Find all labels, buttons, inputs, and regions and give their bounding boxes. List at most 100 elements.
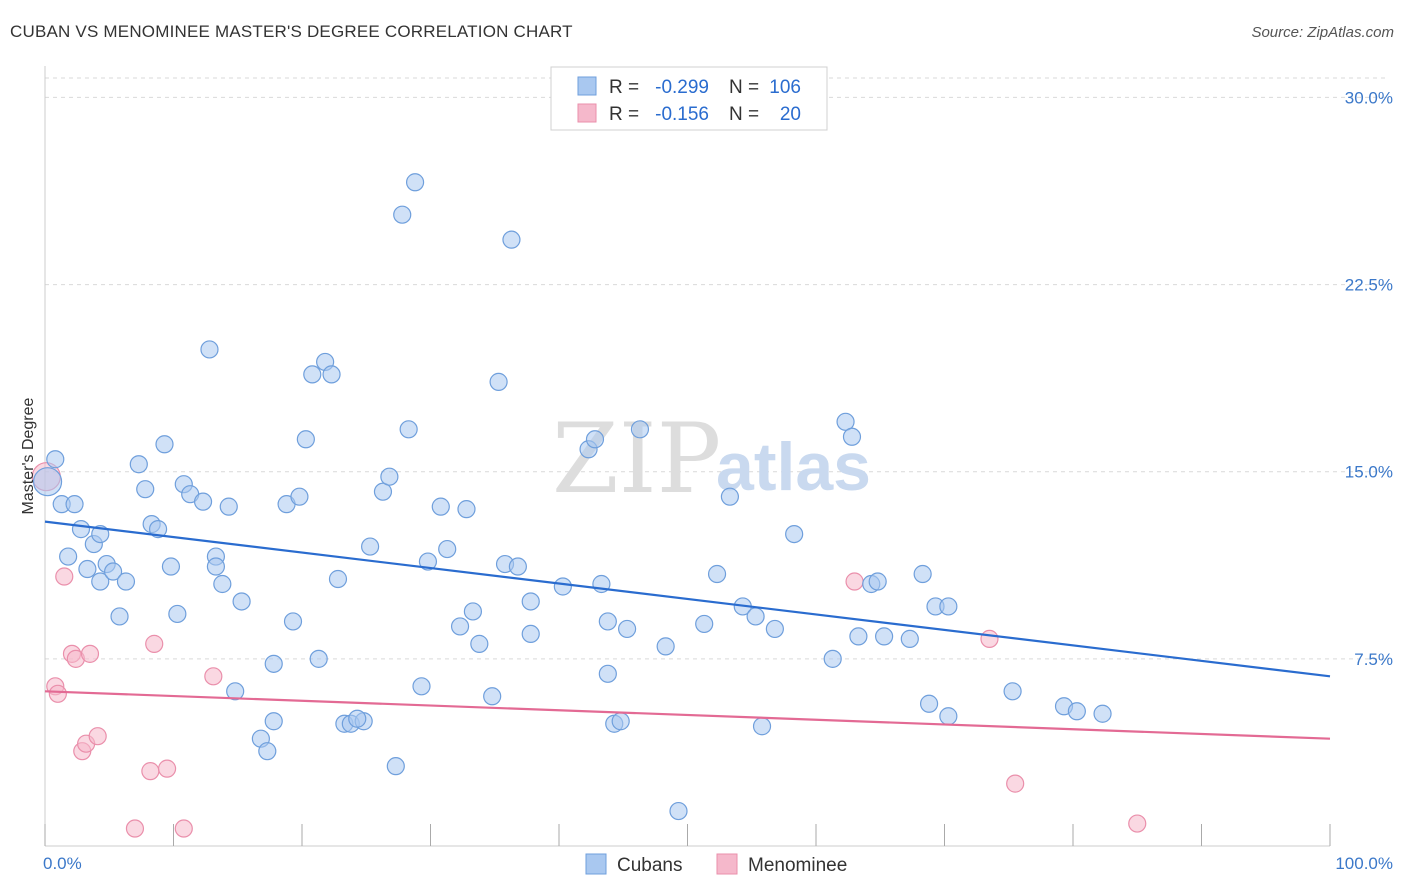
menominee-point xyxy=(1128,814,1147,833)
cubans-point xyxy=(219,497,238,516)
legend-cubans-n-value: 106 xyxy=(769,77,801,98)
menominee-point xyxy=(157,759,177,778)
x-tick-label-0: 0.0% xyxy=(43,854,82,873)
cubans-point xyxy=(129,455,148,474)
cubans-point xyxy=(900,629,919,648)
cubans-point xyxy=(116,572,136,591)
cubans-point xyxy=(373,482,393,501)
cubans-point xyxy=(405,173,425,192)
cubans-point xyxy=(823,649,842,668)
cubans-point xyxy=(656,637,675,656)
menominee-point xyxy=(980,629,999,648)
cubans-point xyxy=(65,495,84,514)
trend-lines xyxy=(44,520,1331,740)
menominee-point xyxy=(845,572,864,591)
cubans-point xyxy=(785,524,804,544)
cubans-point xyxy=(707,564,727,584)
cubans-point xyxy=(598,612,617,631)
bottom-legend-swatch-menominee xyxy=(716,853,738,875)
y-tick-label-1: 15.0% xyxy=(1345,463,1393,482)
menominee-point xyxy=(48,684,67,703)
cubans-point xyxy=(868,572,887,591)
cubans-point xyxy=(746,607,765,626)
legend-cubans-r-value: -0.299 xyxy=(655,77,709,98)
cubans-point xyxy=(913,564,932,584)
y-axis-label: Master's Degree xyxy=(20,397,37,514)
cubans-point xyxy=(264,712,283,731)
cubans-point xyxy=(296,430,315,449)
cubans-point xyxy=(875,627,894,646)
cubans-point xyxy=(46,450,65,469)
menominee-point xyxy=(1006,774,1025,793)
cubans-point xyxy=(720,487,740,506)
cubans-point xyxy=(553,577,572,596)
cubans-point xyxy=(309,649,328,668)
cubans-point xyxy=(226,682,245,701)
cubans-point xyxy=(836,412,855,431)
cubans-point xyxy=(91,572,110,591)
legend-menominee-r-label: R = xyxy=(609,104,639,125)
menominee-point xyxy=(145,634,164,653)
cubans-point xyxy=(1067,702,1086,721)
cubans-point xyxy=(136,480,155,499)
cubans-point xyxy=(1003,682,1022,701)
cubans-point xyxy=(303,365,322,384)
cubans-point xyxy=(438,539,457,559)
cubans-point xyxy=(155,435,174,454)
bottom-legend-cubans: Cubans xyxy=(617,855,683,876)
cubans-point xyxy=(752,717,772,736)
menominee-point xyxy=(80,644,100,663)
cubans-point xyxy=(521,592,540,611)
cubans-point xyxy=(842,427,862,446)
cubans-point xyxy=(78,559,97,579)
cubans-point xyxy=(213,574,232,594)
cubans-point xyxy=(110,607,129,626)
cubans-point xyxy=(618,619,637,639)
cubans-point xyxy=(348,709,367,728)
cubans-point xyxy=(232,592,251,611)
cubans-point xyxy=(611,712,630,731)
legend-cubans-r-label: R = xyxy=(609,77,639,98)
cubans-point xyxy=(939,707,958,726)
menominee-points xyxy=(31,462,1147,838)
y-tick-label-3: 30.0% xyxy=(1345,88,1393,107)
cubans-point xyxy=(412,677,431,696)
source-label: Source: ZipAtlas.com xyxy=(1251,24,1394,41)
cubans-point xyxy=(585,430,605,449)
cubans-point xyxy=(283,612,303,631)
watermark: ZIP atlas xyxy=(552,403,871,515)
legend-swatch-cubans xyxy=(577,76,597,96)
bottom-legend-menominee: Menominee xyxy=(748,855,847,876)
y-tick-label-2: 22.5% xyxy=(1345,276,1393,295)
legend-menominee-n-value: 20 xyxy=(780,104,801,125)
cubans-point xyxy=(258,742,277,761)
legend-menominee-r-value: -0.156 xyxy=(655,104,709,125)
cubans-point xyxy=(386,757,405,776)
cubans-point xyxy=(104,562,123,581)
cubans-point xyxy=(418,552,438,571)
cubans-point xyxy=(168,604,187,624)
y-tick-labels: 7.5% 15.0% 22.5% 30.0% xyxy=(1345,88,1393,668)
cubans-point xyxy=(508,557,527,576)
watermark-zip: ZIP xyxy=(552,403,721,515)
menominee-point xyxy=(174,819,193,838)
cubans-point xyxy=(502,230,521,249)
legend-cubans-n-label: N = xyxy=(729,77,759,98)
cubans-point xyxy=(939,597,958,616)
menominee-point xyxy=(88,727,107,746)
menominee-point xyxy=(204,667,223,686)
bottom-legend-swatch-cubans xyxy=(585,853,607,875)
cubans-point xyxy=(695,614,714,634)
cubans-point xyxy=(463,602,483,621)
cubans-point xyxy=(264,654,283,673)
cubans-point xyxy=(206,557,226,576)
cubans-point xyxy=(148,520,168,539)
cubans-point xyxy=(290,487,309,506)
cubans-point xyxy=(328,569,348,589)
cubans-point xyxy=(598,664,617,683)
menominee-trend-line xyxy=(44,690,1331,740)
cubans-point xyxy=(765,619,784,639)
series-legend: Cubans Menominee xyxy=(585,853,847,876)
chart-title: CUBAN VS MENOMINEE MASTER'S DEGREE CORRE… xyxy=(10,22,573,41)
